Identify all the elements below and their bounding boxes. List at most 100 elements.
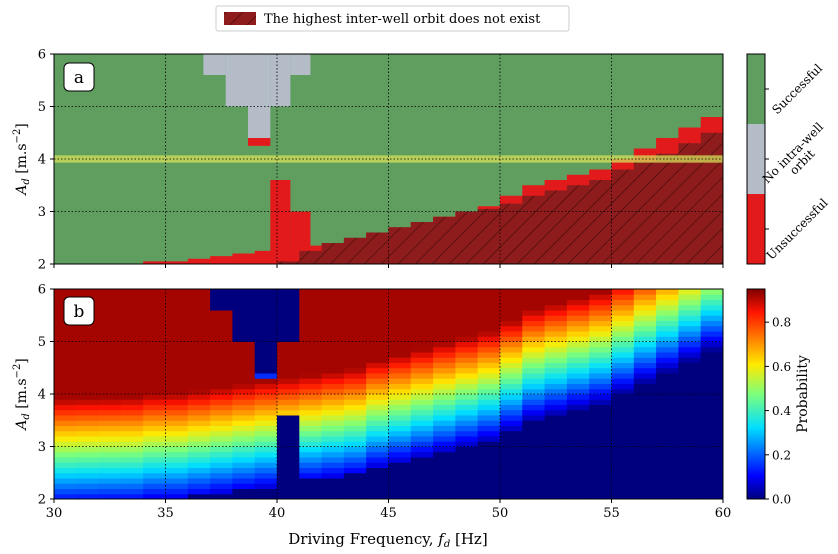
- heatmap-cell: [455, 409, 479, 416]
- heatmap-cell: [410, 404, 434, 411]
- heatmap-cell: [633, 357, 657, 363]
- heatmap-cell: [477, 315, 501, 321]
- heatmap-cell: [143, 472, 166, 479]
- heatmap-cell: [678, 420, 702, 426]
- heatmap-cell: [433, 488, 456, 495]
- heatmap-cell: [232, 404, 256, 411]
- heatmap-cell: [433, 425, 456, 432]
- heatmap-cell: [566, 394, 590, 400]
- heatmap-cell: [143, 289, 166, 295]
- heatmap-cell: [633, 289, 657, 295]
- heatmap-cell: [54, 457, 77, 463]
- heatmap-cell: [410, 357, 434, 363]
- heatmap-cell: [500, 315, 523, 321]
- heatmap-cell: [232, 362, 256, 369]
- heatmap-cell: [410, 331, 434, 337]
- heatmap-cell: [477, 289, 501, 295]
- heatmap-cell: [500, 415, 523, 421]
- heatmap-cell: [76, 451, 100, 458]
- heatmap-cell: [388, 383, 412, 390]
- heatmap-cell: [54, 430, 77, 437]
- heatmap-cell: [477, 320, 501, 327]
- heatmap-cell: [299, 367, 323, 374]
- heatmap-cell: [388, 367, 412, 374]
- heatmap-cell: [98, 409, 122, 416]
- heatmap-cell: [477, 294, 501, 300]
- heatmap-cell: [522, 483, 546, 489]
- heatmap-cell: [277, 441, 300, 447]
- heatmap-cell: [500, 388, 523, 395]
- heatmap-cell: [165, 436, 189, 442]
- heatmap-cell: [277, 388, 300, 395]
- heatmap-cell: [477, 420, 501, 426]
- heatmap-cell: [611, 478, 635, 484]
- heatmap-cell: [723, 405, 746, 411]
- heatmap-cell: [366, 378, 389, 384]
- heatmap-cell: [433, 478, 456, 484]
- colorbar-a-no-orbit: [747, 124, 765, 194]
- heatmap-cell: [433, 304, 456, 311]
- heatmap-cell: [633, 430, 657, 437]
- heatmap-cell: [544, 436, 568, 442]
- heatmap-cell: [410, 483, 434, 489]
- heatmap-cell: [500, 331, 523, 337]
- heatmap-cell: [522, 399, 546, 405]
- heatmap-cell: [388, 315, 412, 321]
- heatmap-cell: [566, 346, 590, 353]
- heatmap-cell: [299, 409, 323, 416]
- heatmap-cell: [633, 367, 657, 374]
- heatmap-cell: [76, 362, 100, 369]
- heatmap-cell: [678, 483, 702, 489]
- heatmap-cell: [299, 467, 323, 474]
- heatmap-cell: [566, 404, 590, 411]
- heatmap-cell: [143, 341, 166, 348]
- heatmap-cell: [566, 383, 590, 390]
- panel-a-label-box: [63, 62, 95, 92]
- heatmap-cell: [98, 289, 122, 295]
- heatmap-cell: [500, 457, 523, 463]
- heatmap-cell: [566, 388, 590, 395]
- heatmap-cell: [589, 409, 612, 416]
- heatmap-cell: [388, 299, 412, 306]
- heatmap-cell: [210, 478, 233, 484]
- heatmap-cell: [54, 425, 77, 432]
- heatmap-cell: [299, 299, 323, 306]
- heatmap-cell: [433, 362, 456, 369]
- heatmap-cell: [76, 436, 100, 442]
- heatmap-cell: [277, 289, 300, 295]
- heatmap-cell: [656, 441, 679, 447]
- heatmap-cell: [656, 399, 679, 405]
- heatmap-cell: [633, 488, 657, 495]
- heatmap-cell: [343, 367, 367, 374]
- heatmap-cell: [522, 404, 546, 411]
- heatmap-cell: [277, 404, 300, 411]
- heatmap-cell: [522, 310, 546, 316]
- heatmap-cell: [187, 352, 211, 358]
- heatmap-cell: [611, 352, 635, 358]
- heatmap-cell: [566, 467, 590, 474]
- heatmap-cell: [143, 399, 166, 405]
- heatmap-cell: [76, 346, 100, 353]
- heatmap-cell: [455, 378, 479, 384]
- heatmap-cell: [254, 373, 278, 379]
- heatmap-cell: [700, 294, 723, 300]
- heatmap-cell: [321, 488, 345, 495]
- panel-a-label: a: [74, 68, 84, 88]
- heatmap-cell: [277, 446, 300, 453]
- heatmap-cell: [299, 488, 323, 495]
- heatmap-cell: [522, 357, 546, 363]
- heatmap-cell: [210, 415, 233, 421]
- heatmap-cell: [254, 299, 278, 306]
- heatmap-cell: [500, 467, 523, 474]
- heatmap-cell: [254, 404, 278, 411]
- heatmap-cell: [366, 367, 389, 374]
- heatmap-cell: [187, 399, 211, 405]
- heatmap-cell: [678, 488, 702, 495]
- colorbar-b-tick-label: 0.8: [772, 316, 791, 330]
- heatmap-cell: [656, 357, 679, 363]
- heatmap-cell: [165, 399, 189, 405]
- heatmap-cell: [277, 451, 300, 458]
- heatmap-cell: [544, 483, 568, 489]
- heatmap-cell: [477, 373, 501, 379]
- heatmap-cell: [566, 310, 590, 316]
